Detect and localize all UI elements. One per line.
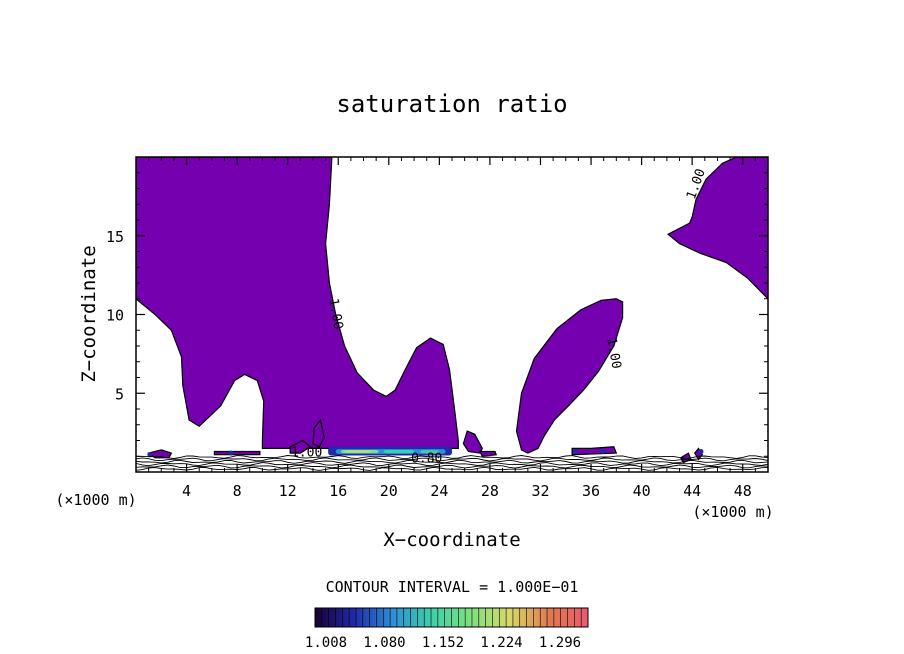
x-tick-label: 4 <box>182 482 191 500</box>
supersaturation-fill-group <box>136 157 768 464</box>
high-ratio-spot <box>228 450 234 456</box>
x-tick-label: 16 <box>329 482 347 500</box>
colorbar-label: 1.224 <box>480 635 522 651</box>
high-ratio-spot <box>147 452 153 458</box>
x-tick-label: 8 <box>233 482 242 500</box>
supersaturated-region <box>289 439 312 454</box>
x-unit-label-right: (×1000 m) <box>692 503 773 521</box>
supersaturated-region <box>136 157 459 449</box>
z-tick-label: 10 <box>106 307 124 325</box>
x-tick-label: 12 <box>279 482 297 500</box>
supersaturated-region <box>571 446 618 456</box>
high-ratio-spot <box>599 449 605 455</box>
z-axis-label: Z−coordinate <box>78 245 100 382</box>
x-tick-label: 40 <box>633 482 651 500</box>
contour-label: 1.00 <box>603 337 623 370</box>
x-unit-label-left: (×1000 m) <box>55 491 136 509</box>
x-tick-label: 20 <box>380 482 398 500</box>
high-ratio-band <box>344 450 372 453</box>
x-tick-label: 32 <box>531 482 549 500</box>
chart-title: saturation ratio <box>336 90 567 118</box>
colorbar-ticks-group <box>314 608 589 627</box>
x-tick-label: 44 <box>683 482 701 500</box>
colorbar-label: 1.080 <box>363 635 405 651</box>
supersaturated-region <box>693 447 704 461</box>
colorbar-label: 1.296 <box>539 635 581 651</box>
supersaturated-region <box>312 418 325 448</box>
contour-label: 1.00 <box>325 297 345 330</box>
high-ratio-band <box>420 450 440 454</box>
contour-line <box>136 459 768 464</box>
supersaturated-region <box>147 449 173 459</box>
supersaturated-region <box>478 450 498 457</box>
contour-line <box>136 462 768 467</box>
contour-lines-group <box>136 455 768 471</box>
colorbar-labels-group: 1.008 1.080 1.152 1.224 1.296 <box>305 635 581 651</box>
contour-line <box>136 457 768 462</box>
supersaturated-region <box>515 298 624 454</box>
x-tick-label: 36 <box>582 482 600 500</box>
x-tick-label: 48 <box>734 482 752 500</box>
high-ratio-spot <box>573 449 579 455</box>
supersaturated-region <box>667 157 768 300</box>
z-tick-label: 5 <box>115 385 124 403</box>
colorbar-label: 1.152 <box>422 635 464 651</box>
contour-line <box>136 464 768 469</box>
colorbar-label: 1.008 <box>305 635 347 651</box>
plot-area <box>136 157 768 471</box>
contour-interval-text: CONTOUR INTERVAL = 1.000E−01 <box>326 578 579 596</box>
z-tick-label: 15 <box>106 228 124 246</box>
supersaturated-region <box>213 450 261 456</box>
contour-line <box>136 455 768 460</box>
x-tick-label: 24 <box>430 482 448 500</box>
contour-label: 1.00 <box>291 445 322 460</box>
supersaturated-region <box>462 430 483 454</box>
x-axis-label: X−coordinate <box>383 529 520 551</box>
high-ratio-spot <box>698 449 704 455</box>
high-ratio-band <box>383 449 415 454</box>
contour-label: 0.80 <box>411 452 442 467</box>
x-tick-label: 28 <box>481 482 499 500</box>
